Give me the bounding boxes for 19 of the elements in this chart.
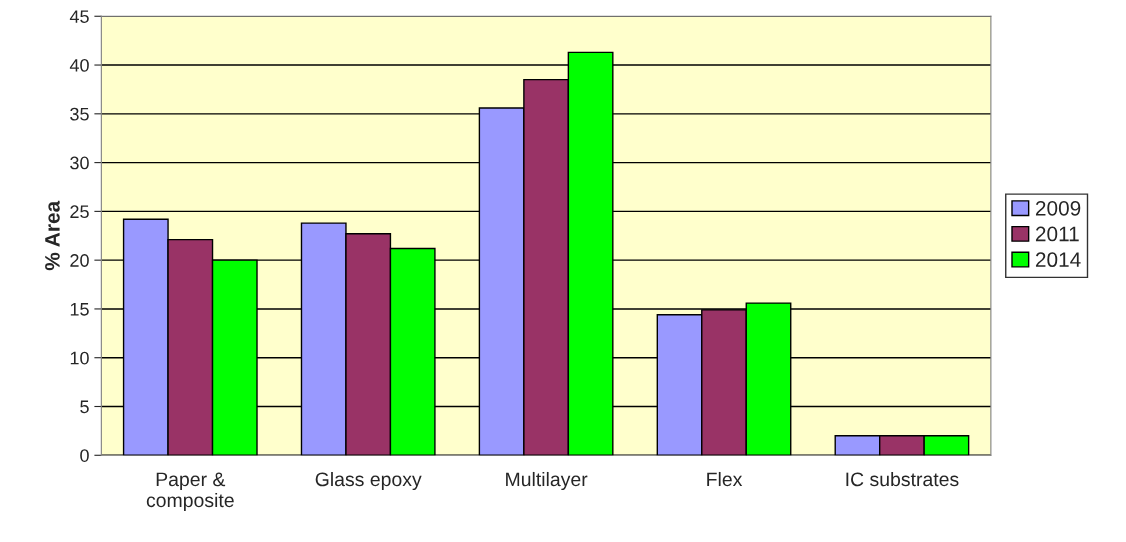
x-tick-label: Paper & composite (146, 472, 234, 512)
y-tick-label: 25 (70, 205, 89, 219)
y-tick-label: 20 (70, 254, 89, 267)
legend-label: 2014 (1035, 252, 1081, 268)
y-tick-label: 10 (70, 351, 89, 365)
x-tick-label: Glass epoxy (315, 471, 422, 491)
x-tick-label: Flex (707, 471, 743, 487)
y-tick-label: 35 (70, 107, 89, 121)
y-tick-label: 5 (80, 400, 89, 414)
legend-label: 2011 (1035, 226, 1079, 242)
y-tick-label: 15 (70, 303, 89, 316)
y-tick-label: 45 (69, 10, 89, 23)
y-tick-label: 0 (80, 449, 89, 462)
x-tick-label: Multilayer (506, 471, 588, 491)
y-tick-label: 40 (69, 58, 89, 72)
x-tick-label: IC substrates (846, 471, 959, 487)
y-axis-title: % Area (45, 200, 60, 271)
legend-label: 2009 (1035, 200, 1081, 216)
y-tick-label: 30 (70, 156, 89, 170)
